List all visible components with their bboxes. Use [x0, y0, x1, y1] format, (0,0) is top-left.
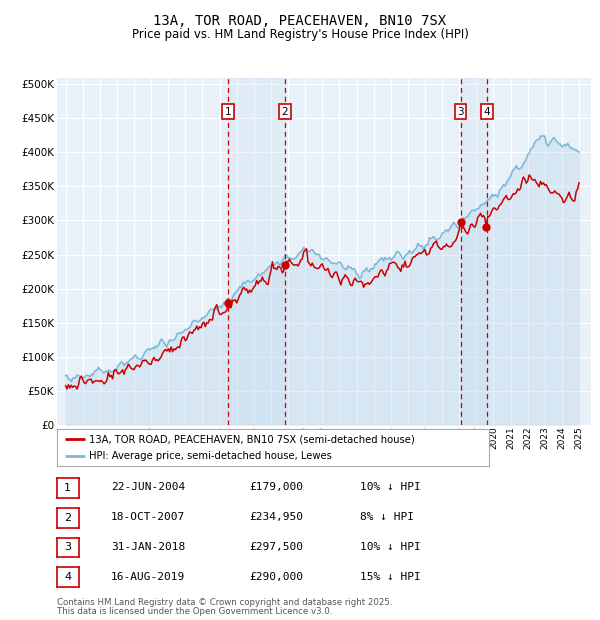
Text: 3: 3 [64, 542, 71, 552]
Text: 31-JAN-2018: 31-JAN-2018 [111, 542, 185, 552]
Text: 4: 4 [484, 107, 490, 117]
Text: 10% ↓ HPI: 10% ↓ HPI [360, 482, 421, 492]
Text: 8% ↓ HPI: 8% ↓ HPI [360, 512, 414, 522]
Text: 13A, TOR ROAD, PEACEHAVEN, BN10 7SX (semi-detached house): 13A, TOR ROAD, PEACEHAVEN, BN10 7SX (sem… [89, 434, 415, 444]
Text: 4: 4 [64, 572, 71, 582]
Bar [461, 78, 487, 425]
Text: Contains HM Land Registry data © Crown copyright and database right 2025.: Contains HM Land Registry data © Crown c… [57, 598, 392, 607]
Text: 22-JUN-2004: 22-JUN-2004 [111, 482, 185, 492]
Text: 18-OCT-2007: 18-OCT-2007 [111, 512, 185, 522]
Text: 15% ↓ HPI: 15% ↓ HPI [360, 572, 421, 582]
Text: 13A, TOR ROAD, PEACEHAVEN, BN10 7SX: 13A, TOR ROAD, PEACEHAVEN, BN10 7SX [154, 14, 446, 28]
Text: 10% ↓ HPI: 10% ↓ HPI [360, 542, 421, 552]
Text: 3: 3 [457, 107, 464, 117]
Text: £290,000: £290,000 [249, 572, 303, 582]
Text: 2: 2 [281, 107, 288, 117]
Text: £297,500: £297,500 [249, 542, 303, 552]
Bar [227, 78, 284, 425]
Text: 2: 2 [64, 513, 71, 523]
Text: HPI: Average price, semi-detached house, Lewes: HPI: Average price, semi-detached house,… [89, 451, 332, 461]
Text: 16-AUG-2019: 16-AUG-2019 [111, 572, 185, 582]
Text: 1: 1 [64, 483, 71, 493]
Text: This data is licensed under the Open Government Licence v3.0.: This data is licensed under the Open Gov… [57, 608, 332, 616]
Text: Price paid vs. HM Land Registry's House Price Index (HPI): Price paid vs. HM Land Registry's House … [131, 28, 469, 40]
Text: £179,000: £179,000 [249, 482, 303, 492]
Text: £234,950: £234,950 [249, 512, 303, 522]
Text: 1: 1 [224, 107, 231, 117]
